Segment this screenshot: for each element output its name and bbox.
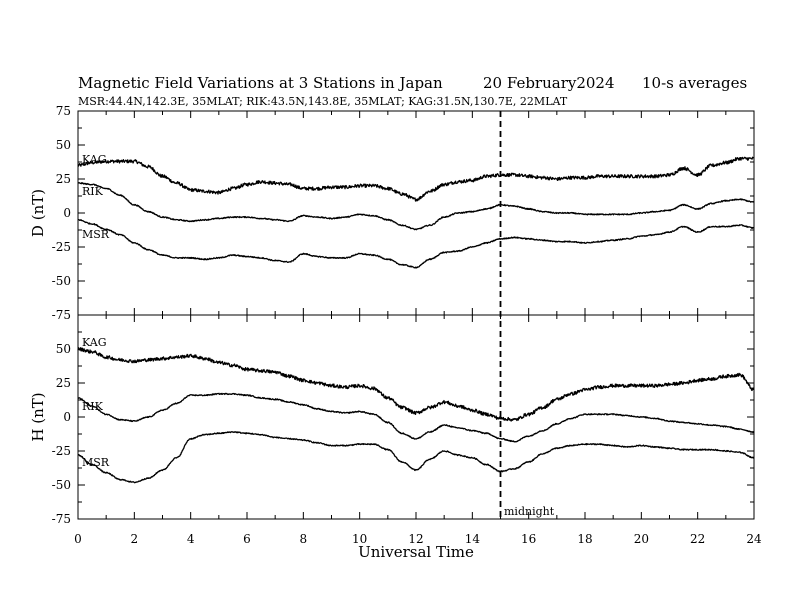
x-tick-label: 14 bbox=[465, 532, 481, 546]
y-tick-label: 50 bbox=[56, 138, 71, 152]
y-tick-label: 25 bbox=[56, 376, 71, 390]
x-tick-label: 16 bbox=[521, 532, 536, 546]
h-rik-series-line bbox=[77, 392, 755, 443]
y-tick-label: -75 bbox=[52, 308, 71, 322]
y-tick-label: 75 bbox=[56, 104, 71, 118]
y-tick-label: -75 bbox=[52, 512, 71, 526]
y-tick-label: -50 bbox=[52, 274, 71, 288]
d-rik-label: RIK bbox=[82, 185, 104, 198]
x-tick-label: 18 bbox=[577, 532, 592, 546]
h-kag-series-line bbox=[77, 347, 755, 422]
x-tick-label: 4 bbox=[187, 532, 195, 546]
y-tick-label: 25 bbox=[56, 172, 71, 186]
x-tick-label: 20 bbox=[634, 532, 649, 546]
d-axis-label: D (nT) bbox=[29, 189, 47, 237]
x-tick-label: 12 bbox=[408, 532, 423, 546]
h-msr-label: MSR bbox=[82, 456, 110, 469]
x-axis-label: Universal Time bbox=[358, 543, 474, 561]
h-msr-series-line bbox=[77, 431, 755, 484]
curves-group bbox=[77, 156, 755, 484]
y-tick-label: 50 bbox=[56, 342, 71, 356]
d-msr-label: MSR bbox=[82, 228, 110, 241]
y-tick-label: -25 bbox=[52, 240, 71, 254]
d-rik-series-line bbox=[77, 182, 755, 231]
y-tick-label: 0 bbox=[63, 206, 71, 220]
h-rik-label: RIK bbox=[82, 400, 104, 413]
d-kag-series-line bbox=[77, 156, 755, 202]
d-kag-label: KAG bbox=[82, 153, 107, 166]
y-tick-label: -25 bbox=[52, 444, 71, 458]
x-tick-label: 24 bbox=[746, 532, 762, 546]
d-msr-series-line bbox=[77, 218, 755, 269]
h-axis-label: H (nT) bbox=[29, 392, 47, 441]
station-info: MSR:44.4N,142.3E, 35MLAT; RIK:43.5N,143.… bbox=[78, 95, 568, 108]
x-tick-label: 0 bbox=[74, 532, 82, 546]
h-panel-frame bbox=[77, 314, 755, 520]
d-panel-frame bbox=[77, 110, 755, 316]
chart-title: Magnetic Field Variations at 3 Stations … bbox=[78, 74, 443, 92]
y-tick-label: -50 bbox=[52, 478, 71, 492]
x-tick-label: 10 bbox=[352, 532, 367, 546]
y-tick-label: 0 bbox=[63, 410, 71, 424]
h-kag-label: KAG bbox=[82, 336, 107, 349]
x-tick-label: 22 bbox=[690, 532, 705, 546]
chart-date: 20 February2024 bbox=[483, 74, 615, 92]
x-tick-label: 2 bbox=[131, 532, 139, 546]
x-tick-label: 6 bbox=[243, 532, 251, 546]
midnight-label: midnight bbox=[504, 505, 555, 518]
x-tick-label: 8 bbox=[300, 532, 308, 546]
chart-averaging: 10-s averages bbox=[642, 74, 747, 92]
